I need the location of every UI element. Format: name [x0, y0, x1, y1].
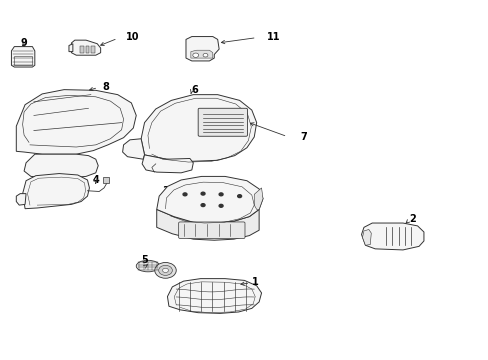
Bar [103, 177, 109, 183]
Text: 3: 3 [162, 186, 168, 197]
Polygon shape [190, 50, 212, 58]
Bar [91, 46, 95, 53]
Text: 11: 11 [266, 32, 280, 41]
Circle shape [201, 192, 204, 195]
Text: 2: 2 [408, 214, 415, 224]
Polygon shape [157, 210, 259, 240]
Polygon shape [141, 95, 256, 161]
Polygon shape [167, 279, 261, 314]
Text: 5: 5 [141, 255, 147, 265]
Polygon shape [16, 90, 136, 154]
Bar [80, 46, 83, 53]
Text: 9: 9 [20, 38, 27, 48]
Ellipse shape [136, 260, 159, 272]
Text: 7: 7 [300, 132, 307, 142]
Polygon shape [24, 154, 98, 178]
Polygon shape [71, 40, 101, 55]
Text: 8: 8 [102, 82, 109, 92]
Circle shape [155, 262, 176, 278]
Polygon shape [142, 155, 193, 173]
Polygon shape [69, 44, 73, 51]
FancyBboxPatch shape [178, 222, 244, 238]
Polygon shape [122, 139, 144, 159]
Circle shape [158, 265, 172, 275]
Bar [85, 46, 89, 53]
Circle shape [162, 268, 168, 273]
Circle shape [201, 204, 204, 207]
Polygon shape [11, 46, 35, 67]
Text: 10: 10 [125, 32, 139, 41]
Text: 6: 6 [191, 85, 198, 95]
Bar [14, 55, 32, 64]
Polygon shape [361, 223, 423, 250]
Circle shape [203, 53, 207, 57]
Text: 4: 4 [92, 175, 99, 185]
Polygon shape [362, 229, 370, 245]
Polygon shape [185, 37, 219, 61]
Polygon shape [157, 176, 263, 223]
FancyBboxPatch shape [198, 108, 247, 136]
Polygon shape [22, 174, 89, 209]
Text: 1: 1 [251, 277, 258, 287]
Circle shape [237, 195, 241, 198]
Circle shape [219, 193, 223, 196]
Circle shape [219, 204, 223, 207]
Circle shape [183, 193, 186, 196]
Circle shape [192, 53, 198, 57]
Polygon shape [254, 188, 263, 210]
Polygon shape [16, 194, 26, 205]
